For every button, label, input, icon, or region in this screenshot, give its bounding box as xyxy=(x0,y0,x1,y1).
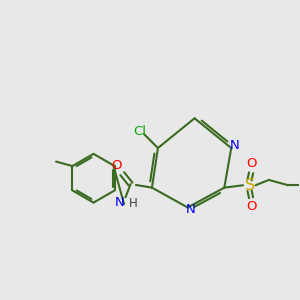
Text: N: N xyxy=(230,139,240,152)
Text: N: N xyxy=(186,203,196,216)
Text: N: N xyxy=(115,196,124,209)
Text: Cl: Cl xyxy=(134,125,146,138)
Text: O: O xyxy=(246,200,257,213)
Text: S: S xyxy=(244,178,255,193)
Text: H: H xyxy=(129,196,138,210)
Text: O: O xyxy=(112,159,122,172)
Text: O: O xyxy=(246,158,257,170)
